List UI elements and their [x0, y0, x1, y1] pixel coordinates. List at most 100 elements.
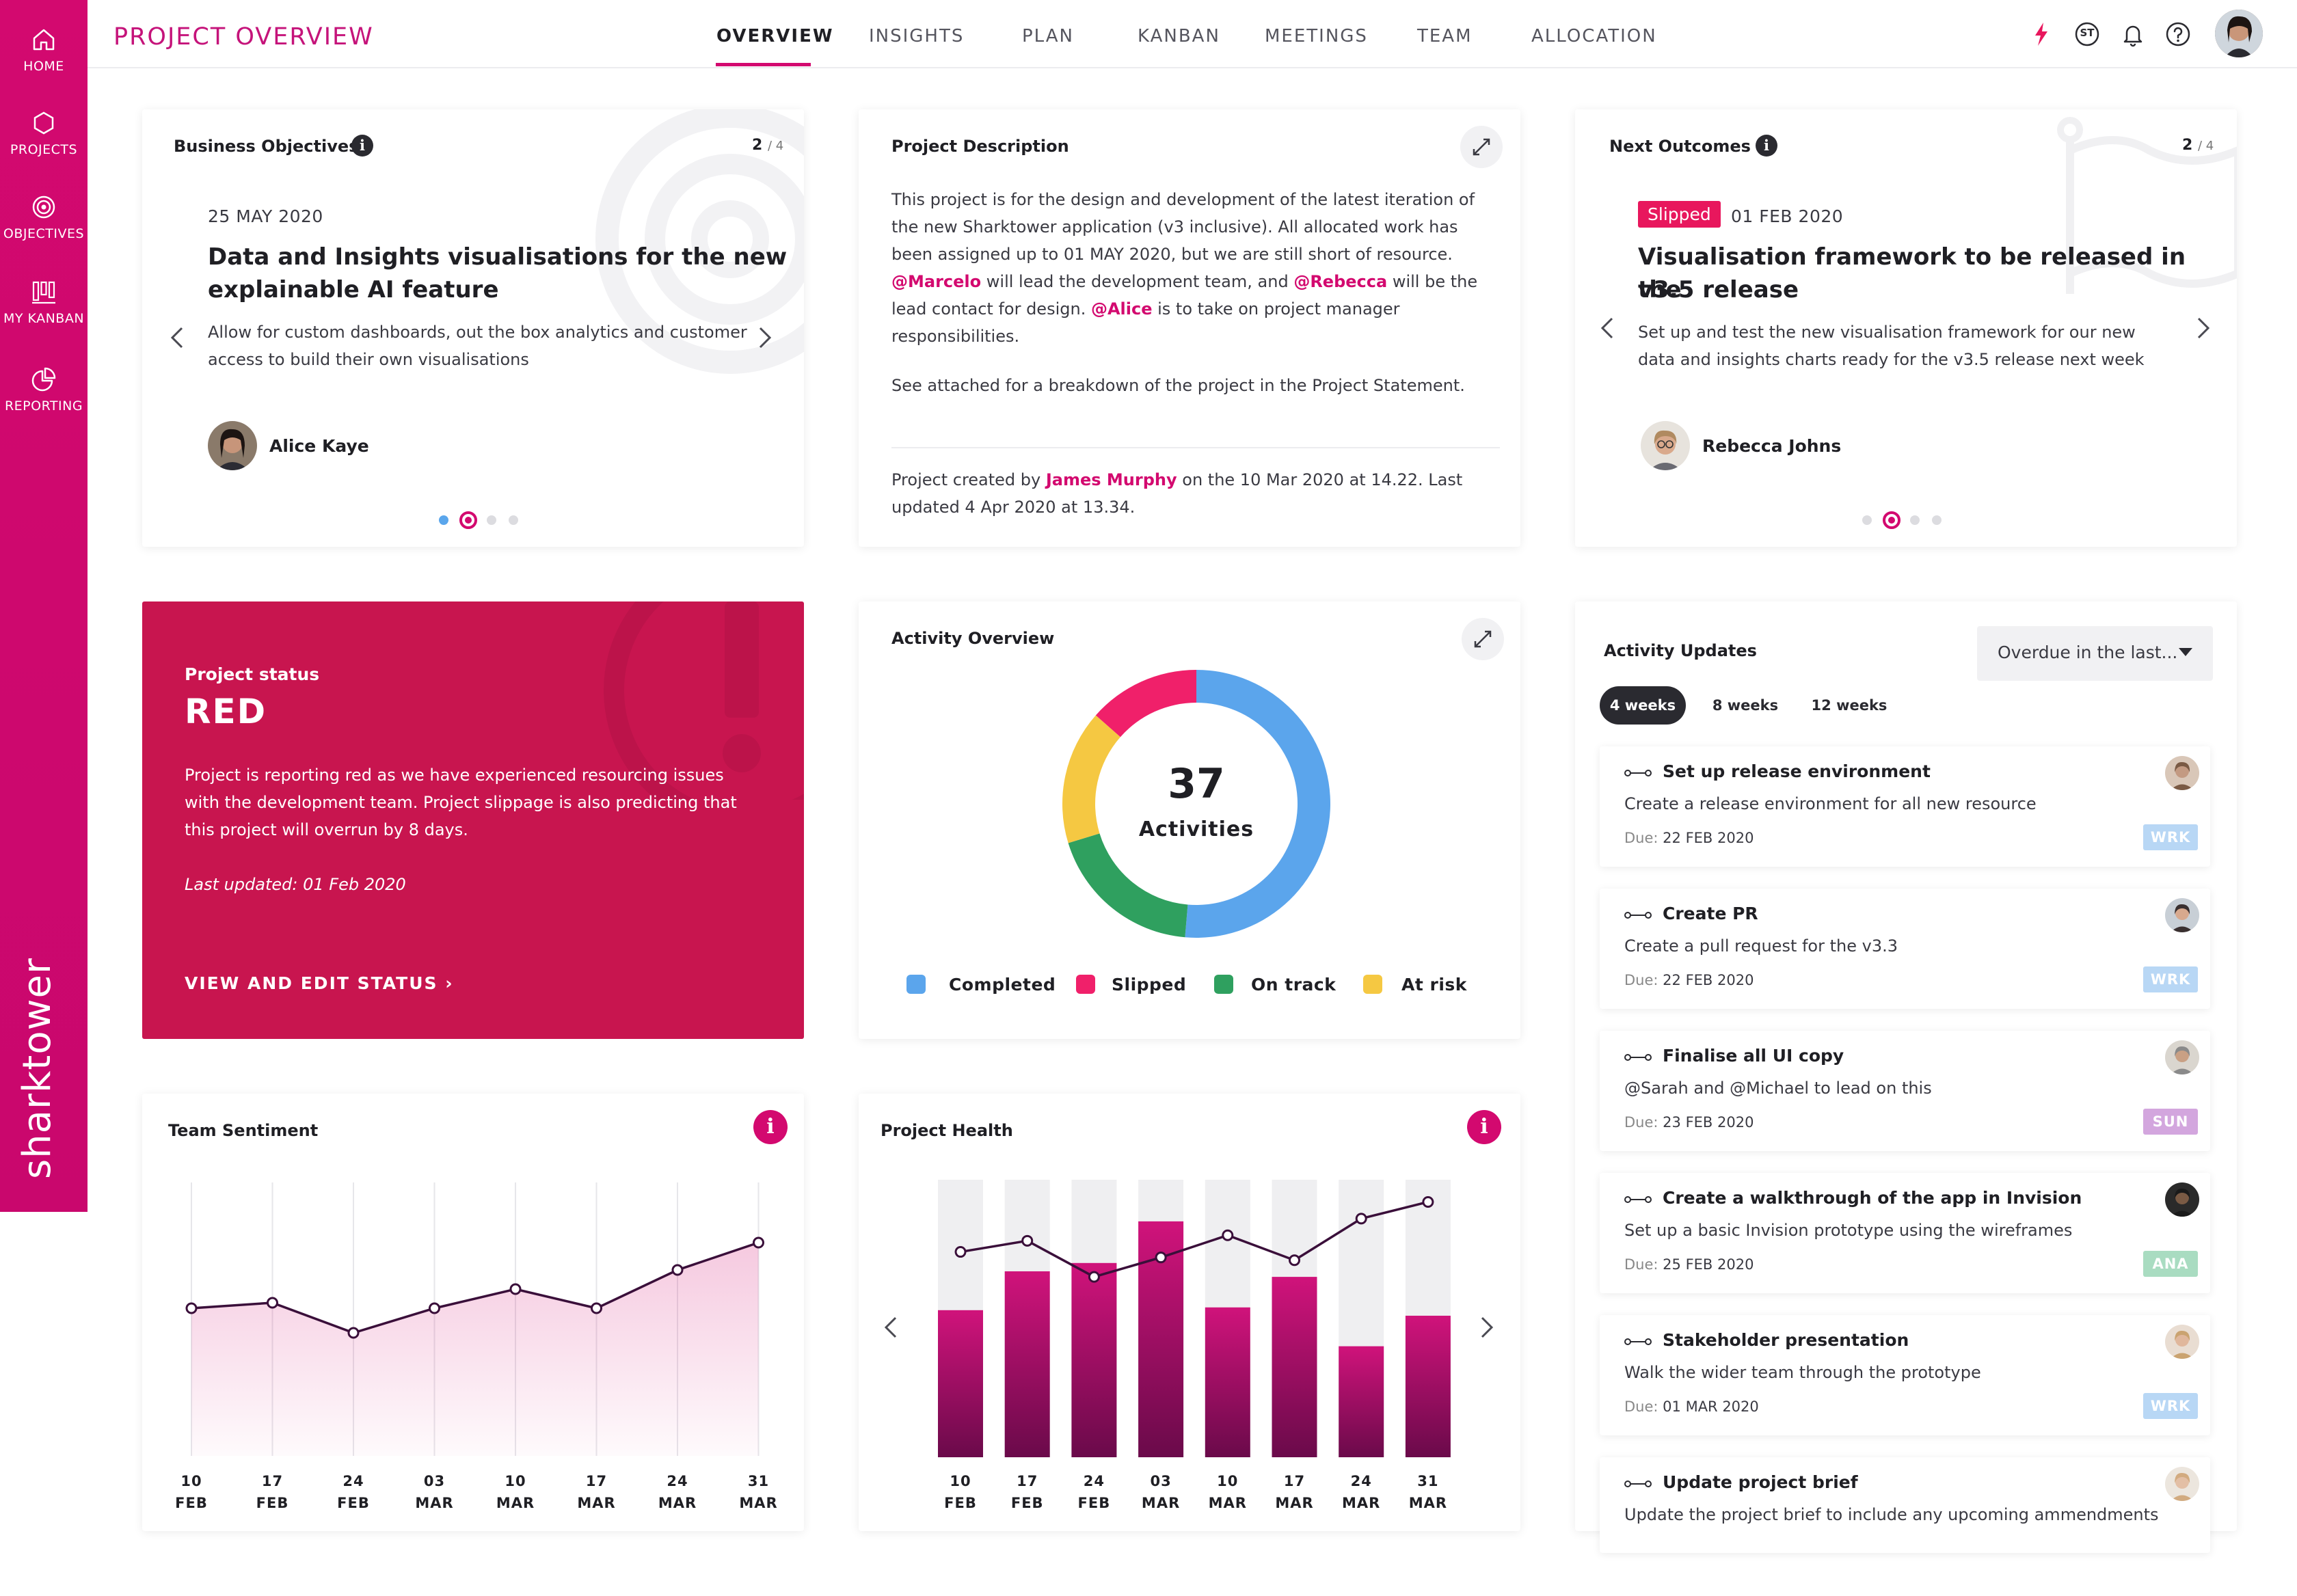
- activity-update-item[interactable]: Create PR Create a pull request for the v…: [1600, 889, 2210, 1009]
- expand-button[interactable]: [1460, 126, 1503, 168]
- carousel-dots[interactable]: [1862, 510, 1944, 530]
- carousel-dots[interactable]: [439, 510, 521, 530]
- health-point[interactable]: [1222, 1229, 1234, 1241]
- initials-badge-icon[interactable]: ST: [2073, 21, 2101, 48]
- bell-icon[interactable]: [2119, 21, 2147, 48]
- health-point[interactable]: [1021, 1234, 1034, 1247]
- objective-desc-2: access to build their own visualisations: [208, 350, 529, 369]
- tab-kanban[interactable]: KANBAN: [1138, 26, 1220, 46]
- kanban-icon: [32, 281, 55, 304]
- hexagon-icon: [33, 111, 54, 135]
- donut-slice-completed[interactable]: [1185, 670, 1330, 938]
- tab-allocation[interactable]: ALLOCATION: [1531, 26, 1657, 46]
- due-date: 22 FEB 2020: [1663, 830, 1754, 846]
- mention-link[interactable]: @Rebecca: [1293, 272, 1388, 291]
- donut-slice-on-track[interactable]: [1068, 833, 1188, 938]
- health-point[interactable]: [954, 1246, 967, 1258]
- due-label: Due:: [1624, 972, 1658, 988]
- business-objectives-card: Business Objectives i 2 / 4 25 MAY 2020 …: [142, 109, 804, 547]
- health-point[interactable]: [1289, 1254, 1300, 1267]
- info-icon[interactable]: i: [1756, 135, 1777, 157]
- sidebar-item-reporting[interactable]: REPORTING: [0, 366, 88, 414]
- activity-update-item[interactable]: Set up release environment Create a relea…: [1600, 746, 2210, 867]
- sentiment-point[interactable]: [267, 1297, 278, 1309]
- mention-link[interactable]: @Alice: [1090, 299, 1153, 319]
- creator-link[interactable]: James Murphy: [1045, 470, 1177, 489]
- sentiment-area: [191, 1243, 759, 1456]
- mention-link[interactable]: @Marcelo: [891, 272, 982, 291]
- info-icon[interactable]: i: [351, 135, 373, 157]
- chevron-right-icon[interactable]: [1477, 1314, 1497, 1341]
- range-4-weeks[interactable]: 4 weeks: [1600, 686, 1686, 725]
- sentiment-point[interactable]: [753, 1236, 764, 1249]
- sidebar-item-projects[interactable]: PROJECTS: [0, 109, 88, 157]
- health-bar[interactable]: [1071, 1262, 1117, 1457]
- help-icon[interactable]: [2164, 21, 2192, 48]
- tab-plan[interactable]: PLAN: [1022, 26, 1074, 46]
- chevron-left-icon[interactable]: [1597, 314, 1617, 342]
- sentiment-point[interactable]: [347, 1327, 360, 1339]
- page-title: PROJECT OVERVIEW: [113, 23, 374, 51]
- info-icon[interactable]: i: [753, 1110, 788, 1144]
- activity-update-item[interactable]: Stakeholder presentation Walk the wider t…: [1600, 1315, 2210, 1435]
- chevron-right-icon[interactable]: [755, 324, 775, 351]
- health-bar[interactable]: [1205, 1307, 1250, 1457]
- activity-update-item[interactable]: Finalise all UI copy @Sarah and @Michael …: [1600, 1031, 2210, 1151]
- activity-update-item[interactable]: Update project brief Update the project b…: [1600, 1457, 2210, 1553]
- activity-update-item[interactable]: Create a walkthrough of the app in Invis…: [1600, 1173, 2210, 1293]
- team-tag: WRK: [2143, 824, 2198, 850]
- health-bar[interactable]: [1339, 1346, 1384, 1457]
- info-icon[interactable]: i: [1467, 1110, 1501, 1144]
- sidebar-item-objectives[interactable]: OBJECTIVES: [0, 193, 88, 241]
- expand-button[interactable]: [1462, 618, 1504, 660]
- tab-overview[interactable]: OVERVIEW: [716, 26, 834, 46]
- sidebar-item-home[interactable]: HOME: [0, 26, 88, 74]
- health-bar[interactable]: [1405, 1315, 1451, 1457]
- sidebar-item-label: MY KANBAN: [3, 311, 85, 326]
- sentiment-point[interactable]: [429, 1302, 440, 1314]
- overdue-filter-dropdown[interactable]: Overdue in the last...: [1977, 626, 2213, 681]
- sidebar-item-my-kanban[interactable]: MY KANBAN: [0, 278, 88, 326]
- chevron-right-icon[interactable]: [2193, 314, 2214, 342]
- status-badge: Slipped: [1638, 201, 1721, 228]
- sentiment-point[interactable]: [509, 1283, 522, 1295]
- tab-team[interactable]: TEAM: [1417, 26, 1473, 46]
- sentiment-point[interactable]: [591, 1302, 602, 1314]
- tab-meetings[interactable]: MEETINGS: [1265, 26, 1368, 46]
- lightning-icon[interactable]: [2028, 21, 2055, 48]
- update-title: Set up release environment: [1663, 761, 1931, 781]
- chevron-left-icon[interactable]: [167, 324, 187, 351]
- donut-slice-slipped[interactable]: [1095, 670, 1196, 738]
- health-point[interactable]: [1088, 1271, 1100, 1283]
- activity-total-label: Activities: [1138, 817, 1254, 841]
- health-bar[interactable]: [1272, 1277, 1317, 1457]
- team-sentiment-chart: 10 FEB 17 FEB 24 FEB 03 MAR 10 MAR 17 MAR 24 MAR 31 MAR: [175, 1182, 777, 1511]
- health-bar[interactable]: [1004, 1271, 1050, 1457]
- health-point[interactable]: [1155, 1252, 1167, 1264]
- chevron-left-icon[interactable]: [881, 1314, 901, 1341]
- due-label: Due:: [1624, 830, 1658, 846]
- health-bar[interactable]: [938, 1310, 983, 1457]
- sentiment-point[interactable]: [185, 1302, 198, 1314]
- range-8-weeks[interactable]: 8 weeks: [1712, 697, 1779, 714]
- due-date: 25 FEB 2020: [1663, 1256, 1754, 1273]
- view-edit-status-link[interactable]: VIEW AND EDIT STATUS ›: [185, 973, 454, 993]
- legend-slipped[interactable]: Slipped: [1112, 975, 1187, 995]
- tab-insights[interactable]: INSIGHTS: [869, 26, 965, 46]
- sentiment-point[interactable]: [671, 1264, 684, 1276]
- legend-on-track[interactable]: On track: [1251, 975, 1336, 995]
- legend-swatch-completed: [906, 975, 926, 994]
- update-due: Due: 25 FEB 2020: [1624, 1256, 1754, 1273]
- description-footer-1: Project created by James Murphy on the 1…: [891, 470, 1463, 489]
- donut-slice-at-risk[interactable]: [1062, 715, 1120, 843]
- health-point[interactable]: [1355, 1213, 1367, 1225]
- user-avatar[interactable]: [2215, 10, 2263, 57]
- legend-at-risk[interactable]: At risk: [1401, 975, 1467, 995]
- project-health-chart: 10 FEB 17 FEB 24 FEB 03 MAR 10 MAR 17 MAR 24 MAR 31 MAR: [938, 1180, 1451, 1511]
- outcome-headline-2: v3.5 release: [1638, 276, 1799, 303]
- legend-completed[interactable]: Completed: [949, 975, 1056, 995]
- activity-donut-chart: [1062, 670, 1330, 938]
- health-point[interactable]: [1422, 1195, 1434, 1208]
- range-12-weeks[interactable]: 12 weeks: [1811, 697, 1888, 714]
- card-title: Project Description: [891, 137, 1069, 156]
